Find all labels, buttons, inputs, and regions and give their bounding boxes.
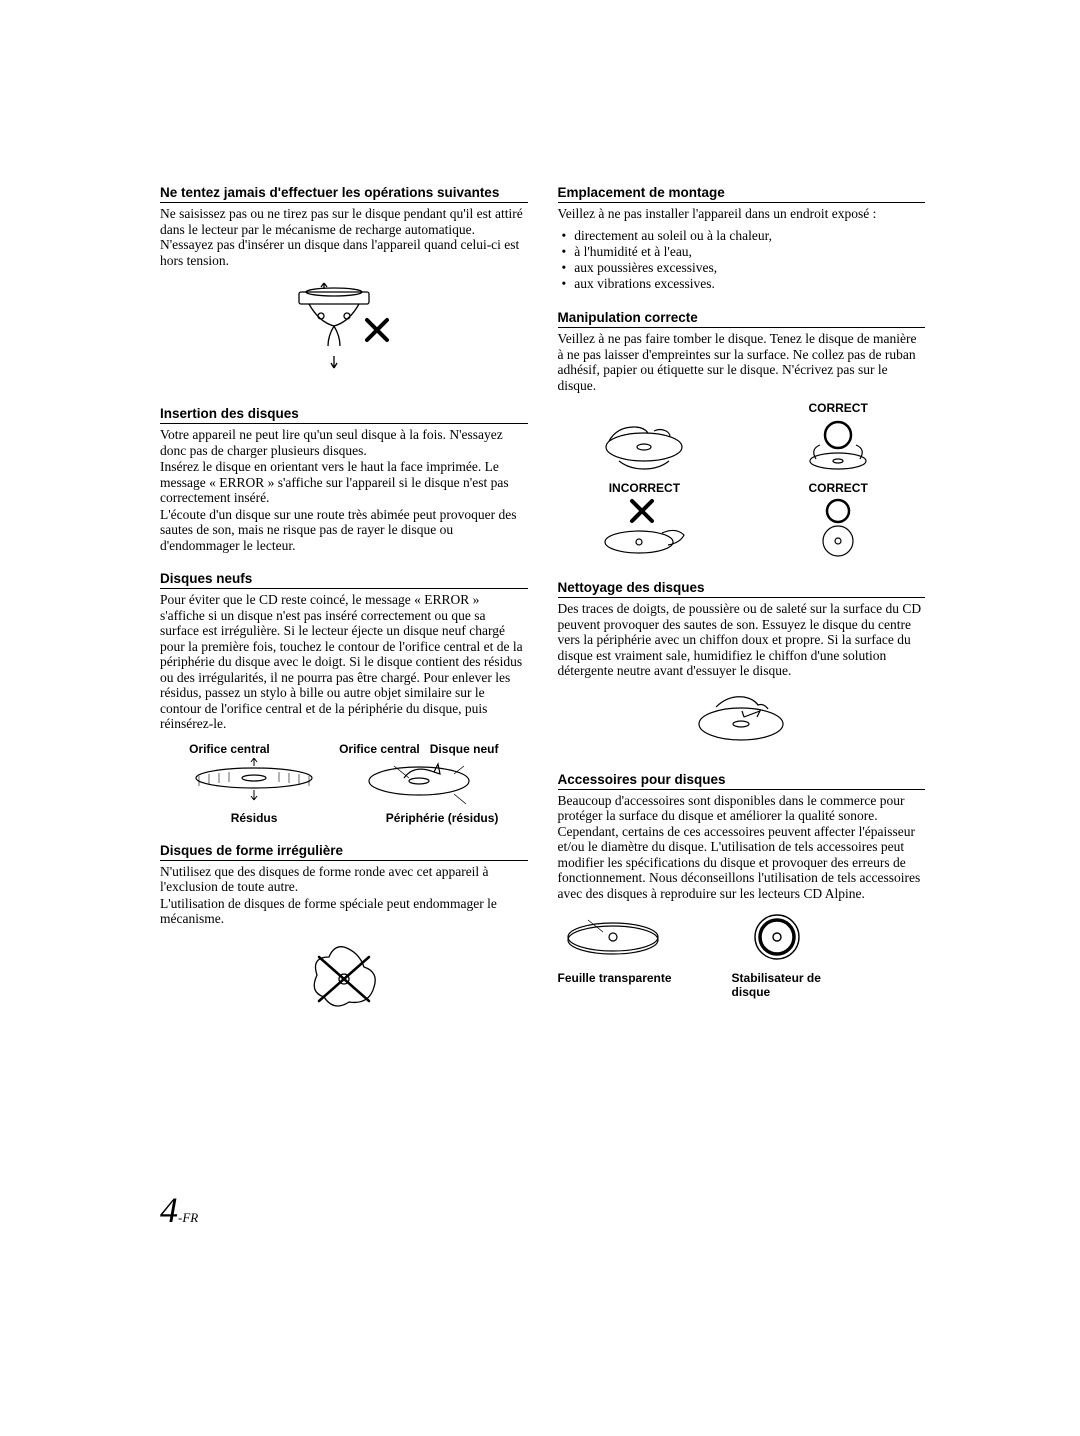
paragraph: Votre appareil ne peut lire qu'un seul d… xyxy=(160,427,528,458)
section-intro: Veillez à ne pas installer l'appareil da… xyxy=(558,206,926,222)
label-correct-2: CORRECT xyxy=(751,481,925,495)
section-title: Accessoires pour disques xyxy=(558,772,926,790)
section-title: Emplacement de montage xyxy=(558,185,926,203)
section-handling: Manipulation correcte Veillez à ne pas f… xyxy=(558,310,926,562)
figure-cleaning xyxy=(558,689,926,754)
page-number-suffix: -FR xyxy=(178,1210,198,1225)
section-title: Ne tentez jamais d'effectuer les opérati… xyxy=(160,185,528,203)
section-title: Manipulation correcte xyxy=(558,310,926,328)
section-operations: Ne tentez jamais d'effectuer les opérati… xyxy=(160,185,528,388)
label-stabilisateur: Stabilisateur de disque xyxy=(732,971,842,999)
section-body: Votre appareil ne peut lire qu'un seul d… xyxy=(160,427,528,553)
figure-new-disc: Orifice central xyxy=(160,742,528,825)
label-disque-neuf: Disque neuf xyxy=(430,742,499,756)
figure-irregular xyxy=(160,937,528,1022)
paragraph: L'utilisation de disques de forme spécia… xyxy=(160,896,528,927)
list-item: aux poussières excessives, xyxy=(562,260,926,276)
section-mounting: Emplacement de montage Veillez à ne pas … xyxy=(558,185,926,292)
label-residus: Résidus xyxy=(189,811,319,825)
section-title: Disques de forme irrégulière xyxy=(160,843,528,861)
paragraph: Insérez le disque en orientant vers le h… xyxy=(160,459,528,506)
page-number-value: 4 xyxy=(160,1190,178,1230)
list-item: aux vibrations excessives. xyxy=(562,276,926,292)
label-feuille: Feuille transparente xyxy=(558,971,672,985)
section-body: N'utilisez que des disques de forme rond… xyxy=(160,864,528,927)
right-column: Emplacement de montage Veillez à ne pas … xyxy=(558,185,926,1040)
section-insertion: Insertion des disques Votre appareil ne … xyxy=(160,406,528,553)
figure-pull-disc xyxy=(160,278,528,388)
section-body: Veillez à ne pas faire tomber le disque.… xyxy=(558,331,926,393)
section-title: Insertion des disques xyxy=(160,406,528,424)
paragraph: L'écoute d'un disque sur une route très … xyxy=(160,507,528,554)
left-column: Ne tentez jamais d'effectuer les opérati… xyxy=(160,185,528,1040)
section-body: Beaucoup d'accessoires sont disponibles … xyxy=(558,793,926,902)
label-orifice-central-2: Orifice central xyxy=(339,742,420,756)
section-cleaning: Nettoyage des disques Des traces de doig… xyxy=(558,580,926,754)
page-number: 4-FR xyxy=(160,1189,198,1231)
label-correct: CORRECT xyxy=(751,401,925,415)
page-content: Ne tentez jamais d'effectuer les opérati… xyxy=(0,0,1080,1040)
section-irregular-discs: Disques de forme irrégulière N'utilisez … xyxy=(160,843,528,1022)
paragraph: N'utilisez que des disques de forme rond… xyxy=(160,864,528,895)
bulleted-list: directement au soleil ou à la chaleur, à… xyxy=(558,228,926,293)
section-body: Pour éviter que le CD reste coincé, le m… xyxy=(160,592,528,732)
section-body: Des traces de doigts, de poussière ou de… xyxy=(558,601,926,679)
figure-accessories: Feuille transparente Stabilisateur de di… xyxy=(558,912,926,999)
figure-handling-grid: CORRECT INCORRECT xyxy=(558,401,926,562)
section-new-discs: Disques neufs Pour éviter que le CD rest… xyxy=(160,571,528,825)
label-orifice-central-1: Orifice central xyxy=(189,742,270,756)
list-item: directement au soleil ou à la chaleur, xyxy=(562,228,926,244)
section-body: Ne saisissez pas ou ne tirez pas sur le … xyxy=(160,206,528,268)
label-peripherie: Périphérie (résidus) xyxy=(339,811,498,825)
section-accessories: Accessoires pour disques Beaucoup d'acce… xyxy=(558,772,926,999)
list-item: à l'humidité et à l'eau, xyxy=(562,244,926,260)
label-incorrect: INCORRECT xyxy=(558,481,732,495)
section-title: Nettoyage des disques xyxy=(558,580,926,598)
section-title: Disques neufs xyxy=(160,571,528,589)
